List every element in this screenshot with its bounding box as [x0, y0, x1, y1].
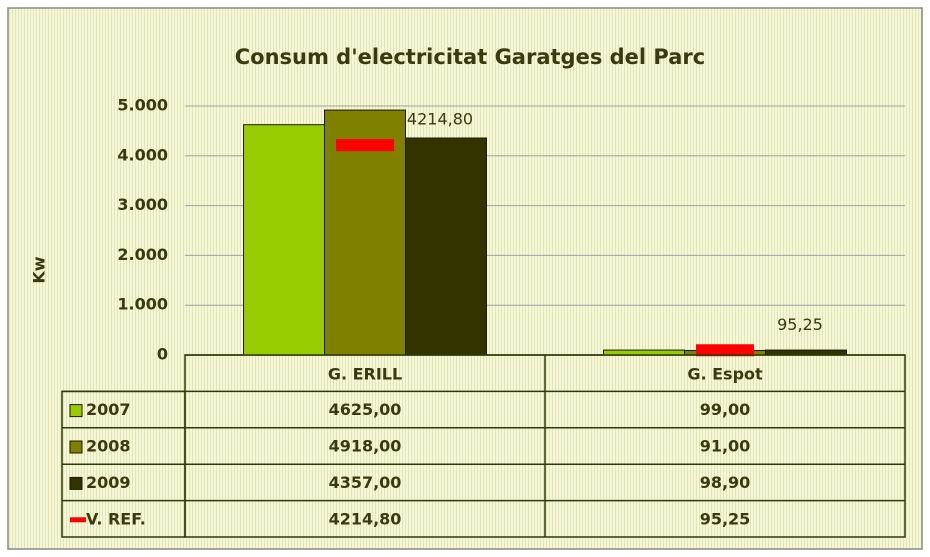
reference-marker — [336, 139, 394, 152]
y-tick-label: 2.000 — [117, 245, 168, 264]
legend-key — [70, 517, 86, 523]
table-cell: 98,90 — [700, 473, 751, 492]
table-cell: 95,25 — [700, 509, 751, 528]
legend-key — [69, 440, 83, 454]
legend-label: 2008 — [86, 437, 131, 456]
legend-label: V. REF. — [86, 509, 146, 528]
legend-key — [69, 404, 83, 418]
table-cell: 91,00 — [700, 437, 751, 456]
y-tick-label: 5.000 — [117, 96, 168, 115]
bar — [243, 124, 325, 356]
legend-label: 2007 — [86, 400, 131, 419]
table-cell: 4625,00 — [329, 400, 402, 419]
legend-label: 2009 — [86, 473, 131, 492]
y-tick-label: 3.000 — [117, 195, 168, 214]
y-tick-label: 4.000 — [117, 145, 168, 164]
y-axis-label: Kw — [30, 256, 49, 283]
x-tick-label: G. Espot — [687, 365, 763, 384]
table-cell: 4918,00 — [329, 437, 402, 456]
table-cell: 4214,80 — [329, 509, 402, 528]
table-cell: 4357,00 — [329, 473, 402, 492]
x-tick-label: G. ERILL — [328, 365, 402, 384]
reference-marker — [696, 344, 754, 357]
table-cell: 99,00 — [700, 400, 751, 419]
y-tick-label: 0 — [157, 345, 168, 364]
y-tick-label: 1.000 — [117, 295, 168, 314]
data-label: 4214,80 — [407, 110, 473, 129]
legend-key — [69, 476, 83, 490]
data-label: 95,25 — [777, 315, 823, 334]
chart-title: Consum d'electricitat Garatges del Parc — [235, 45, 705, 69]
bar — [405, 137, 487, 356]
